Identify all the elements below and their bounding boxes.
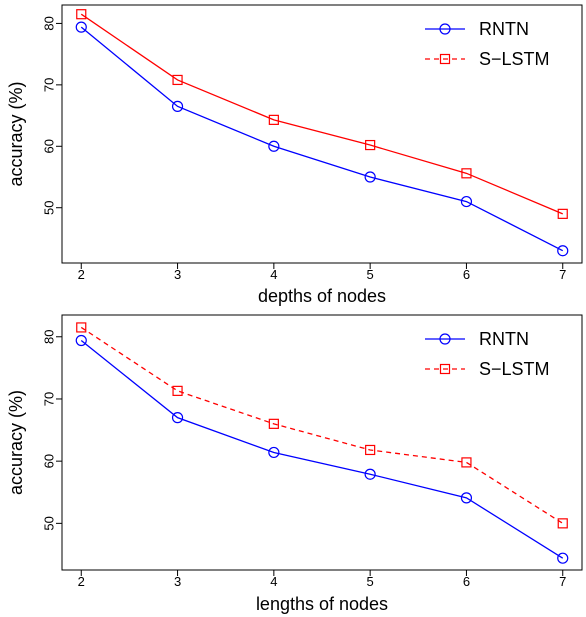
x-axis-label: depths of nodes: [258, 286, 386, 306]
x-tick-label: 6: [463, 267, 470, 282]
x-tick-label: 5: [367, 267, 374, 282]
data-point: [76, 9, 87, 20]
x-tick-label: 6: [463, 574, 470, 589]
data-point: [461, 457, 472, 468]
plot-frame: [61, 314, 583, 571]
data-point: [557, 518, 568, 529]
plot-frame: [61, 4, 583, 264]
x-tick-label: 7: [559, 267, 566, 282]
x-tick-label: 4: [270, 267, 277, 282]
data-point: [365, 444, 376, 456]
legend-marker: [439, 53, 451, 65]
series-line-rntn: [80, 26, 564, 252]
data-point: [557, 208, 568, 219]
y-tick-label: 80: [41, 330, 56, 344]
data-point: [461, 168, 472, 179]
legend-marker: [439, 363, 451, 375]
data-point: [557, 552, 569, 564]
data-point: [365, 139, 376, 151]
legend-marker: [439, 333, 451, 345]
x-axis-label: lengths of nodes: [256, 594, 388, 614]
data-point: [75, 334, 87, 347]
legend-label: S−LSTM: [479, 49, 550, 69]
data-point: [268, 446, 280, 459]
data-point: [364, 468, 376, 480]
data-point: [75, 21, 87, 33]
y-tick-label: 60: [41, 139, 56, 153]
x-tick-label: 4: [270, 574, 277, 589]
data-point: [460, 492, 473, 504]
series-line-slstm: [80, 13, 563, 215]
data-point: [172, 385, 183, 396]
x-tick-label: 7: [559, 574, 566, 589]
x-tick-label: 3: [174, 267, 181, 282]
y-tick-label: 60: [41, 454, 56, 468]
y-tick-label: 50: [41, 516, 56, 530]
data-point: [172, 74, 183, 86]
y-tick-label: 50: [41, 200, 56, 214]
x-tick-label: 2: [78, 267, 85, 282]
x-tick-label: 2: [78, 574, 85, 589]
data-point: [171, 100, 184, 112]
chart-depths: 2 3 4 5 6 7 50 60 70 80 depths of nodes accuracy (%…: [6, 4, 583, 306]
legend-marker: [439, 23, 451, 35]
series-line-rntn: [80, 339, 564, 559]
data-point: [76, 322, 87, 333]
y-axis-label: accuracy (%): [6, 81, 26, 186]
x-tick-label: 5: [367, 574, 374, 589]
legend-label: RNTN: [479, 329, 529, 349]
x-tick-label: 3: [174, 574, 181, 589]
y-axis-label: accuracy (%): [6, 390, 26, 495]
legend-label: S−LSTM: [479, 359, 550, 379]
data-point: [557, 245, 569, 257]
y-tick-label: 70: [41, 392, 56, 406]
series-line-slstm: [80, 326, 564, 524]
y-tick-label: 80: [41, 16, 56, 30]
data-point: [268, 114, 279, 125]
data-point: [268, 140, 280, 152]
legend-label: RNTN: [479, 19, 529, 39]
data-point: [460, 195, 473, 208]
chart-lengths: 2 3 4 5 6 7 50 60 70 80 lengths of nodes accuracy (…: [6, 314, 583, 614]
data-point: [268, 418, 279, 429]
data-point: [364, 171, 376, 183]
y-tick-label: 70: [41, 78, 56, 92]
data-point: [171, 412, 184, 424]
